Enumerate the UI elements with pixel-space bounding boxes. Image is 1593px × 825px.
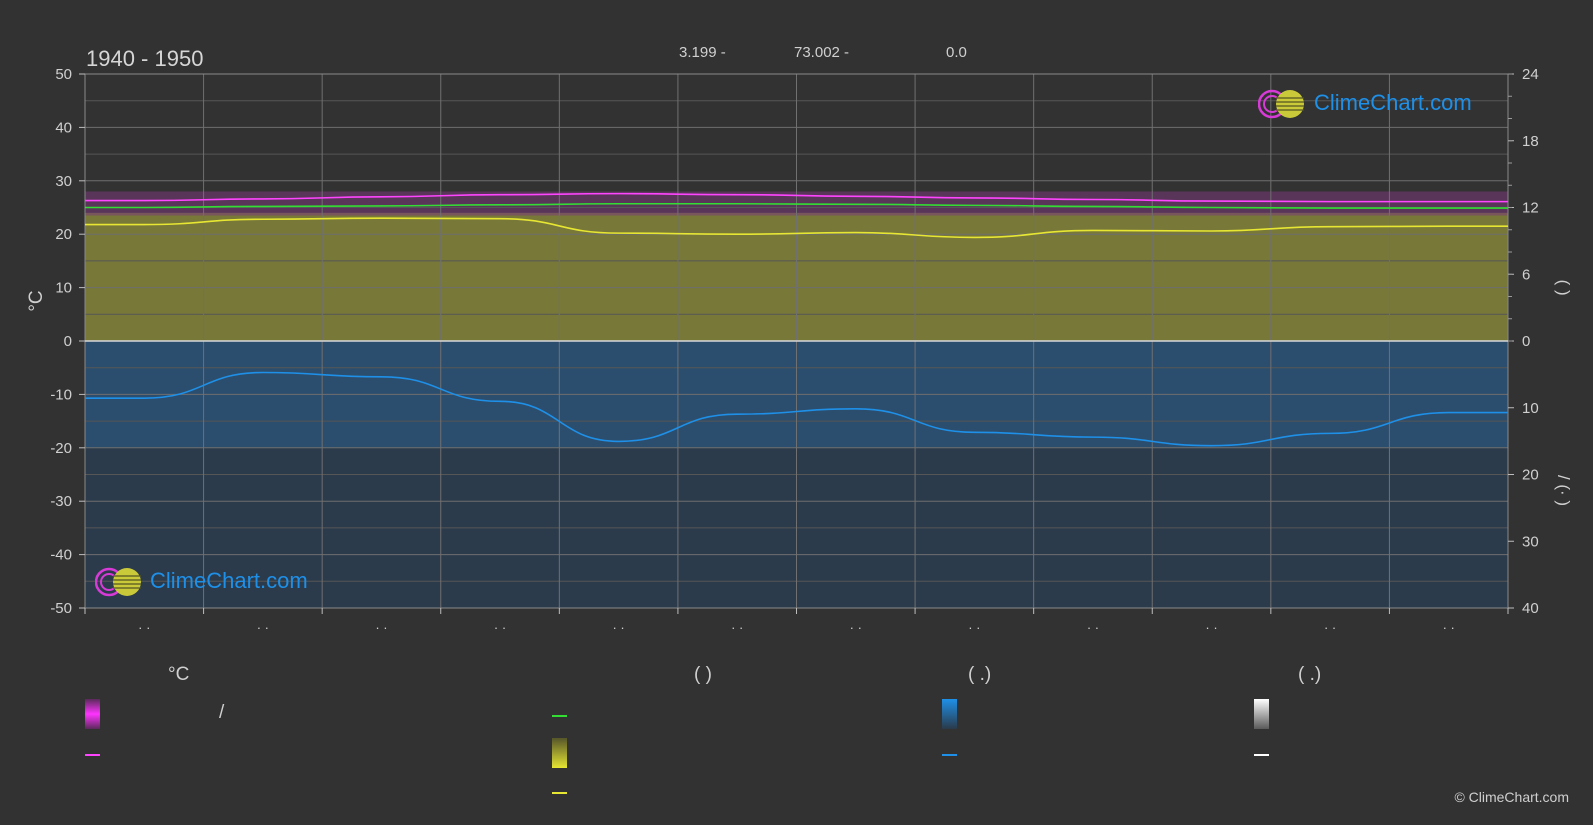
tick-label-bottom: · · [612,620,624,635]
legend-swatch-snow [1254,699,1269,729]
legend-swatch-sunshine [552,738,567,768]
brand-logo-icon [1257,89,1304,119]
legend-line-snow [1254,754,1269,756]
tick-label-right-lower: 10 [1522,400,1539,417]
y-axis-label-right-lower: / (· ) [1554,475,1573,506]
tick-label-left: -40 [50,547,72,564]
tick-label-left: -20 [50,440,72,457]
brand-name-top: ClimeChart.com [1314,90,1472,115]
tick-label-bottom: · · [968,620,980,635]
coord-latitude: 3.199 - [679,44,726,61]
y-axis-label-left: °C [26,290,47,311]
legend-slash: / [219,702,225,723]
legend-line-daylight [552,715,567,717]
legend-line-sunshine [552,792,567,794]
chart-title: 1940 - 1950 [86,46,204,71]
chart-series [84,192,1508,447]
tick-label-left: 10 [55,280,72,297]
tick-label-left: -50 [50,600,72,617]
legend-heading-temperature: °C [168,664,190,685]
tick-label-left: 40 [55,119,72,136]
brand-logo-bottom: ClimeChart.com [94,565,335,599]
tick-label-bottom: · · [850,620,862,635]
tick-label-bottom: · · [375,620,387,635]
tick-label-right-upper: 18 [1522,133,1539,150]
tick-label-right-lower: 40 [1522,600,1539,617]
tick-label-left: 30 [55,173,72,190]
coord-longitude: 73.002 - [794,44,850,61]
legend-line-rain [942,754,957,756]
tick-label-left: 0 [64,333,72,350]
tick-label-left: -10 [50,386,72,403]
tick-label-left: -30 [50,493,72,510]
legend-line-mean-temp [85,754,100,756]
legend-swatch-temp-range [85,699,100,729]
series-line-1 [85,202,1508,209]
tick-label-right-upper: 24 [1522,66,1539,83]
chart-axes: 50 40 30 20 10 0 -10 -20 -30 -40 -50 °C 24 18 12 6 0 10 20… [26,66,1573,635]
y-axis-label-right-upper: ( ) [1554,280,1573,296]
tick-label-bottom: · · [1443,620,1455,635]
legend-heading-sunshine: ( ) [694,664,712,685]
tick-label-left: 50 [55,66,72,83]
legend-heading-rain: ( .) [968,664,992,685]
tick-label-right-upper: 12 [1522,200,1539,217]
chart-grid [84,73,1509,609]
legend-heading-snow: ( .) [1298,664,1322,685]
series-line-0 [84,192,1508,203]
tick-label-bottom: · · [731,620,743,635]
brand-logo-top: ClimeChart.com [1257,87,1498,121]
coord-elevation: 0.0 [946,44,967,61]
tick-label-bottom: · · [494,620,506,635]
tick-label-bottom: · · [1087,620,1099,635]
tick-label-left: 20 [55,226,72,243]
copyright-text: © ClimeChart.com [1454,789,1569,805]
tick-label-bottom: · · [1324,620,1336,635]
brand-name-bottom: ClimeChart.com [150,568,308,593]
series-line-3 [85,371,1508,447]
tick-label-right-upper: 0 [1522,333,1530,350]
tick-label-bottom: · · [1205,620,1217,635]
tick-label-right-lower: 20 [1522,467,1539,484]
tick-label-right-upper: 6 [1522,266,1530,283]
series-line-2 [84,217,1508,239]
tick-label-bottom: · · [257,620,269,635]
legend-swatch-rain [942,699,957,729]
brand-logo-icon [94,567,141,597]
tick-label-right-lower: 30 [1522,533,1539,550]
tick-label-bottom: · · [138,620,150,635]
